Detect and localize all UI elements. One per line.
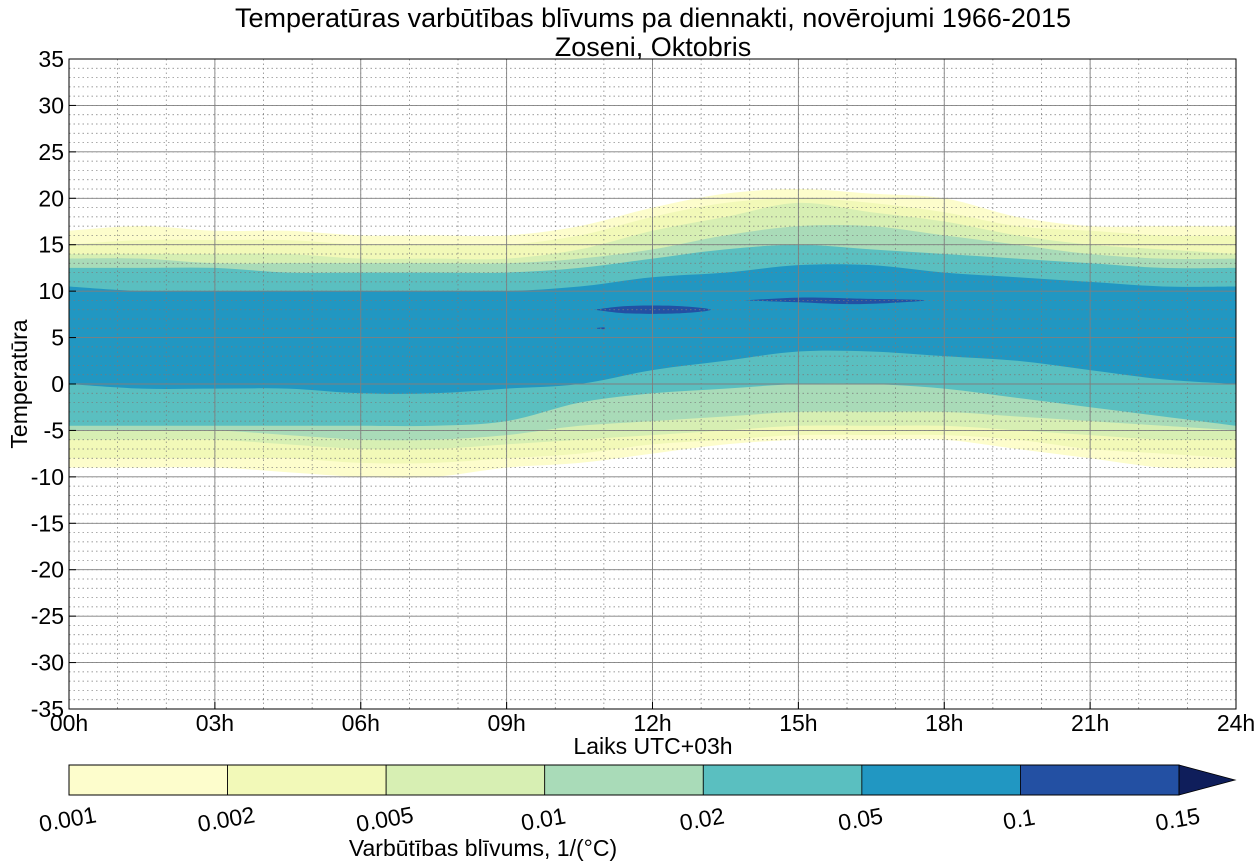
x-tick-label: 15h <box>779 710 817 736</box>
y-tick-label: 35 <box>38 46 64 72</box>
y-axis-label: Temperatūra <box>6 319 32 448</box>
colorbar-segment <box>227 764 387 796</box>
colorbar-segment <box>544 764 704 796</box>
colorbar-segment <box>68 764 228 796</box>
x-tick-label: 03h <box>196 710 234 736</box>
y-tick-label: -5 <box>44 417 64 443</box>
colorbar: 0.001 0.002 0.005 0.01 0.02 0.05 0.1 0.15 <box>37 764 1237 837</box>
contour-island-1 <box>744 297 925 305</box>
x-tick-label: 18h <box>925 710 963 736</box>
axis-ticks: 00h 03h 06h 09h 12h 15h 18h 21h 24h -35 -30 -25 -20 -… <box>31 46 1255 736</box>
y-tick-label: 5 <box>51 325 64 351</box>
colorbar-label: Varbūtības blīvums, 1/(°C) <box>349 835 617 861</box>
colorbar-segment <box>861 764 1021 796</box>
x-tick-label: 09h <box>487 710 525 736</box>
contour-island-2 <box>594 327 606 330</box>
y-tick-label: 15 <box>38 232 64 258</box>
x-axis-label: Laiks UTC+03h <box>573 733 732 759</box>
y-tick-label: -30 <box>31 650 64 676</box>
chart-subtitle: Zoseni, Oktobris <box>555 32 752 62</box>
y-tick-label: -35 <box>31 696 64 722</box>
colorbar-frame <box>68 764 1180 796</box>
colorbar-segment <box>702 764 863 796</box>
chart-title: Temperatūras varbūtības blīvums pa dienn… <box>235 3 1071 33</box>
colorbar-segment <box>385 764 546 796</box>
y-tick-label: 20 <box>38 185 64 211</box>
colorbar-segment <box>1020 764 1180 796</box>
y-tick-label: 10 <box>38 278 64 304</box>
x-tick-label: 21h <box>1071 710 1109 736</box>
x-tick-label: 00h <box>50 710 88 736</box>
x-tick-label: 12h <box>633 710 671 736</box>
y-tick-label: 0 <box>51 371 64 397</box>
x-tick-label: 06h <box>342 710 380 736</box>
y-tick-label: -15 <box>31 510 64 536</box>
y-tick-label: 30 <box>38 92 64 118</box>
grid <box>68 58 1237 710</box>
y-tick-label: -25 <box>31 603 64 629</box>
x-tick-label: 24h <box>1217 710 1255 736</box>
y-tick-label: -10 <box>31 464 64 490</box>
y-tick-label: -20 <box>31 557 64 583</box>
y-tick-label: 25 <box>38 139 64 165</box>
colorbar-tick-label: 0.1 <box>1001 804 1037 835</box>
